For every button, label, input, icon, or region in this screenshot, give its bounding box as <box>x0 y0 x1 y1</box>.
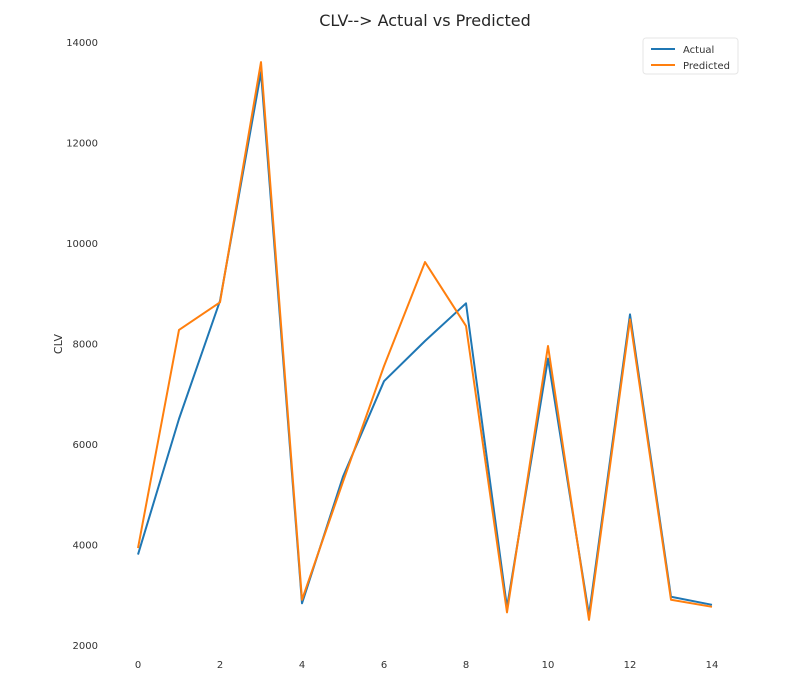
x-tick-label: 4 <box>299 660 305 671</box>
series-line-predicted <box>137 61 713 621</box>
x-tick-label: 8 <box>463 660 469 671</box>
y-tick-label: 6000 <box>73 440 98 451</box>
y-tick-label: 10000 <box>66 239 98 250</box>
legend-label: Actual <box>683 45 714 56</box>
series-lines <box>137 61 713 621</box>
x-tick-label: 12 <box>624 660 637 671</box>
x-tick-label: 10 <box>542 660 555 671</box>
legend: Actual Predicted <box>642 37 739 75</box>
y-tick-label: 8000 <box>73 340 98 351</box>
x-tick-label: 2 <box>217 660 223 671</box>
y-tick-label: 4000 <box>73 541 98 552</box>
y-tick-label: 14000 <box>66 38 98 49</box>
x-tick-label: 0 <box>135 660 141 671</box>
y-tick-label: 12000 <box>66 139 98 150</box>
y-axis-label: CLV <box>52 333 65 354</box>
y-tick-label: 2000 <box>73 641 98 652</box>
x-axis-ticks: 0 2 4 6 8 10 12 14 <box>135 660 719 671</box>
y-axis-ticks: 2000 4000 6000 8000 10000 12000 14000 <box>66 38 98 652</box>
x-tick-label: 14 <box>706 660 719 671</box>
legend-label: Predicted <box>683 61 730 72</box>
chart-title: CLV--> Actual vs Predicted <box>319 11 531 30</box>
x-tick-label: 6 <box>381 660 387 671</box>
